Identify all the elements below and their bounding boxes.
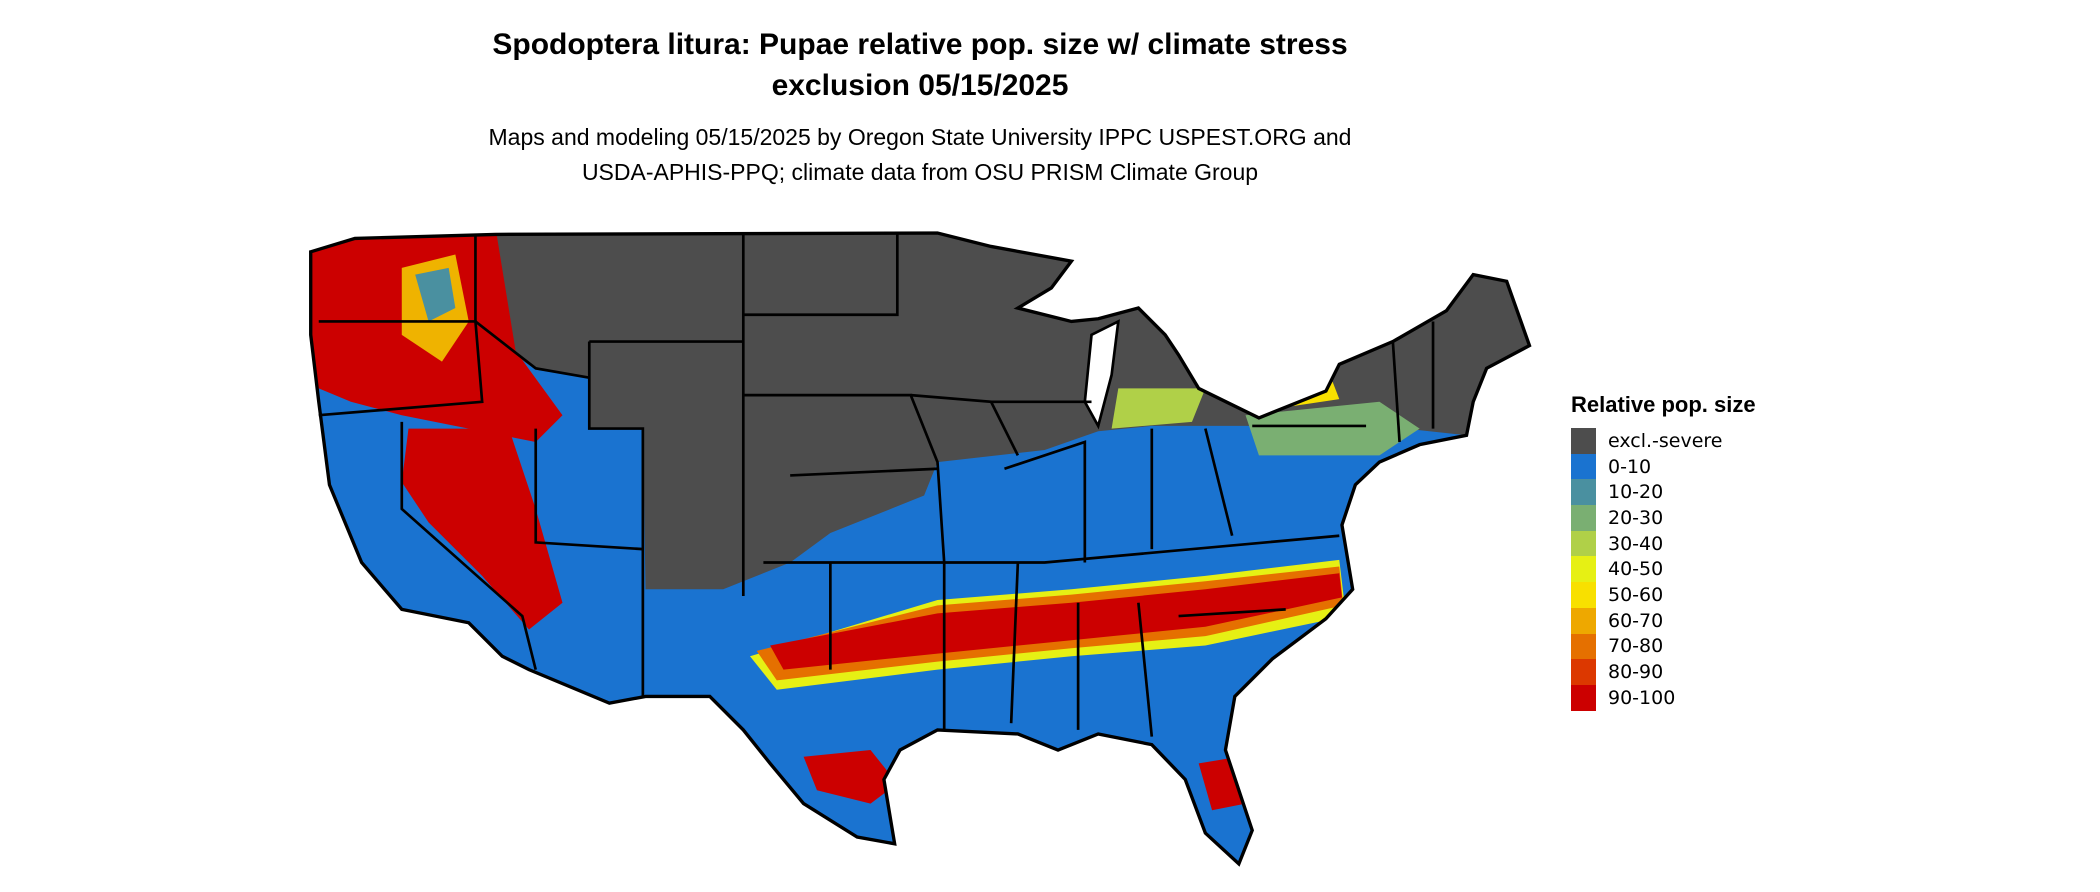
map-title-line2: exclusion 05/15/2025 [771, 69, 1069, 102]
legend-swatch [1571, 582, 1596, 608]
legend-swatch [1571, 556, 1596, 583]
legend-item: 30-40 [1571, 530, 1756, 557]
legend-item: 90-100 [1571, 684, 1756, 711]
legend-item: 80-90 [1571, 659, 1756, 685]
legend-item: 50-60 [1571, 582, 1756, 608]
legend-item: 10-20 [1571, 479, 1756, 506]
legend-item: 70-80 [1571, 633, 1756, 660]
legend-swatch [1571, 607, 1596, 634]
legend-swatch [1571, 633, 1596, 660]
legend-label: 70-80 [1608, 635, 1664, 658]
lake-michigan [1083, 319, 1120, 430]
region-ne-green [1245, 401, 1420, 456]
region-west-red [401, 428, 563, 630]
legend-item: 40-50 [1571, 556, 1756, 583]
legend-item: 60-70 [1571, 607, 1756, 634]
legend-label: 30-40 [1608, 532, 1664, 555]
legend-swatch [1571, 428, 1596, 454]
legend-label: 10-20 [1608, 481, 1664, 504]
legend-swatch [1571, 684, 1596, 711]
legend-label: 80-90 [1608, 661, 1664, 684]
legend-label: 50-60 [1608, 583, 1664, 606]
legend-swatch [1571, 453, 1596, 480]
legend-label: 0-10 [1608, 455, 1652, 478]
map-title-line1: Spodoptera litura: Pupae relative pop. s… [492, 28, 1348, 61]
legend-label: excl.-severe [1608, 429, 1723, 452]
state-borders [318, 234, 1435, 737]
map-fill [310, 233, 1530, 864]
legend-items: excl.-severe 0-10 10-20 20-30 30-40 40-50 50-6… [1571, 428, 1756, 711]
legend-label: 40-50 [1608, 558, 1664, 581]
region-south-red [770, 573, 1342, 670]
legend-label: 60-70 [1608, 609, 1664, 632]
region-michigan-green [1111, 388, 1206, 429]
legend-swatch [1571, 505, 1596, 531]
map-subtitle-line1: Maps and modeling 05/15/2025 by Oregon S… [488, 124, 1352, 150]
map-subtitle-line2: USDA-APHIS-PPQ; climate data from OSU PR… [581, 159, 1259, 185]
region-texas-red [803, 750, 898, 804]
legend-swatch [1571, 659, 1596, 685]
legend-label: 90-100 [1608, 686, 1676, 709]
legend-item: 0-10 [1571, 453, 1756, 480]
region-nw-teal [415, 267, 456, 322]
legend-item: 20-30 [1571, 505, 1756, 531]
legend: Relative pop. size excl.-severe 0-10 10-20… [1571, 392, 1756, 711]
legend-title: Relative pop. size [1571, 392, 1756, 417]
legend-label: 20-30 [1608, 506, 1664, 529]
legend-swatch [1571, 479, 1596, 506]
legend-item: excl.-severe [1571, 428, 1756, 454]
legend-swatch [1571, 530, 1596, 557]
